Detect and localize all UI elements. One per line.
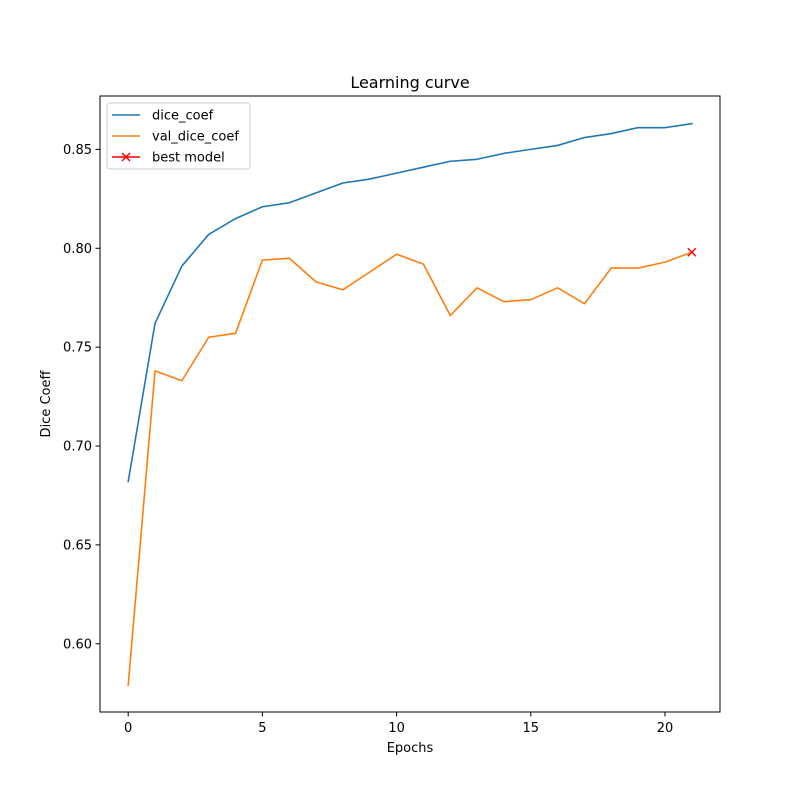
x-tick-label: 15: [523, 721, 540, 736]
x-axis-label: Epochs: [387, 741, 434, 756]
y-tick-label: 0.70: [63, 440, 92, 455]
x-tick-label: 5: [258, 721, 266, 736]
plot-area: [127, 122, 697, 687]
marker-stroke: [687, 247, 697, 257]
x-tick-label: 20: [657, 721, 674, 736]
series-line-dice-coef: [127, 122, 693, 483]
y-tick-label: 0.85: [63, 143, 92, 158]
legend-marker-stroke: [121, 152, 131, 162]
legend-box: [106, 102, 251, 170]
x-tick-label: 0: [124, 721, 132, 736]
y-tick-label: 0.60: [63, 637, 92, 652]
legend-label: val_dice_coef: [152, 130, 239, 145]
x-tick-label: 10: [388, 721, 405, 736]
best-model-marker: [687, 247, 697, 257]
legend-label: best model: [152, 151, 225, 166]
y-tick-label: 0.65: [63, 538, 92, 553]
series-line-val-dice-coef: [127, 251, 693, 687]
y-axis-label: Dice Coeff: [39, 370, 54, 438]
y-tick-label: 0.75: [63, 341, 92, 356]
axes: 0 5 10 15 20 0.60 0.65 0.70 0.75 0.80 0.85: [63, 95, 721, 736]
axes-frame: [99, 95, 721, 713]
y-tick-label: 0.80: [63, 242, 92, 257]
legend-item-best-model: best model: [112, 151, 225, 166]
legend-item-val-dice-coef: val_dice_coef: [112, 130, 239, 145]
chart-title: Learning curve: [350, 73, 469, 92]
legend-label: dice_coef: [152, 109, 214, 124]
legend-item-dice-coef: dice_coef: [112, 109, 214, 124]
